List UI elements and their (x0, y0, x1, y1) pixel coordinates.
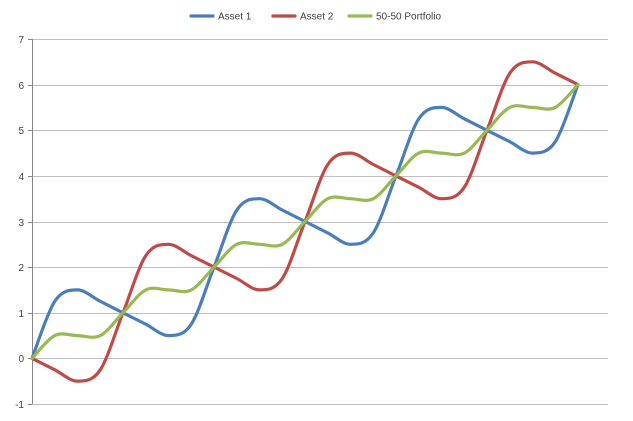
legend-label: Asset 1 (218, 12, 252, 23)
series-lines (30, 60, 580, 383)
y-tick-label: 5 (18, 126, 24, 137)
legend: Asset 1 Asset 2 50-50 Portfolio (189, 12, 441, 23)
legend-label: 50-50 Portfolio (376, 12, 441, 23)
y-axis: -1 0 1 2 3 4 5 6 7 (15, 35, 33, 411)
y-tick-label: 6 (18, 81, 24, 92)
y-tick-label: 7 (18, 35, 24, 46)
legend-entry: 50-50 Portfolio (347, 12, 441, 23)
series-line-50-50-portfolio (30, 83, 580, 360)
y-tick-label: 3 (18, 218, 24, 229)
y-tick-label: -1 (15, 400, 24, 411)
legend-entry: Asset 1 (189, 12, 252, 23)
legend-label: Asset 2 (300, 12, 334, 23)
y-tick-label: 1 (18, 309, 24, 320)
y-tick-label: 2 (18, 263, 24, 274)
y-tick-label: 0 (18, 354, 24, 365)
legend-entry: Asset 2 (271, 12, 334, 23)
y-tick-label: 4 (18, 172, 24, 183)
gridlines (32, 39, 608, 405)
